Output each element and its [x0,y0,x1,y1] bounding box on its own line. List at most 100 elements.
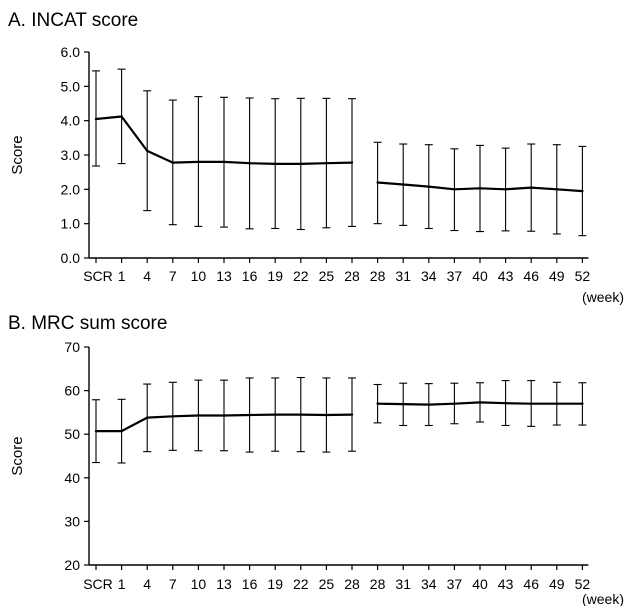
x-tick-label: 28 [344,268,360,284]
y-tick-label: 30 [64,513,80,529]
data-point [530,402,533,405]
x-tick-label: 4 [143,268,151,284]
x-tick-label: 46 [523,576,539,592]
data-point [453,402,456,405]
data-point [248,162,251,165]
data-point [222,160,226,164]
y-tick-label: 0.0 [61,250,81,266]
data-point [299,162,302,166]
data-point [376,402,379,405]
x-tick-label: 10 [191,268,207,284]
data-point [555,188,558,191]
x-unit-label: (week) [582,591,624,606]
data-point [350,413,354,416]
data-point [504,188,507,191]
data-point [171,415,174,418]
data-point [146,416,149,419]
x-tick-label: 52 [575,576,591,592]
y-tick-label: 50 [64,426,80,442]
x-tick-label: 7 [169,576,177,592]
x-tick-label: 37 [447,576,463,592]
series-0 [92,68,587,237]
data-point [299,413,302,416]
y-tick-label: 6.0 [61,44,81,60]
x-tick-label: 7 [169,268,177,284]
data-point [222,414,226,417]
x-tick-label: 28 [370,576,386,592]
x-tick-label: 1 [118,576,126,592]
x-tick-label: SCR [83,268,113,284]
x-tick-label: 25 [319,576,335,592]
y-axis-title: Score [9,135,26,174]
x-tick-label: 43 [498,268,514,284]
data-point [350,161,354,164]
series-0 [92,376,587,464]
data-point [402,402,405,406]
x-tick-label: 37 [447,268,463,284]
y-tick-label: 5.0 [61,78,81,94]
x-tick-label: 52 [575,268,591,284]
x-tick-label: 46 [523,268,539,284]
y-tick-label: 70 [64,339,80,355]
x-tick-label: SCR [83,576,113,592]
data-point [94,117,98,121]
data-point [325,162,328,165]
x-unit-label: (week) [582,289,624,305]
x-tick-label: 31 [395,268,411,284]
x-tick-label: 28 [370,268,386,284]
data-point [453,188,456,191]
x-tick-label: 34 [421,576,437,592]
data-point [504,402,507,405]
data-point [427,403,430,406]
data-point [325,413,328,417]
x-tick-label: 25 [319,268,335,284]
x-tick-label: 22 [293,576,309,592]
y-tick-label: 4.0 [61,113,81,129]
data-point [120,115,123,118]
x-tick-label: 1 [118,268,126,284]
x-tick-label: 16 [242,576,258,592]
data-point [248,413,251,417]
data-point [274,162,277,166]
data-point [94,429,98,433]
x-tick-label: 13 [216,576,232,592]
panel-title: A. INCAT score [8,10,138,31]
x-tick-label: 10 [191,576,207,592]
y-axis-title: Score [9,436,26,475]
data-point [478,187,482,190]
x-tick-label: 43 [498,576,514,592]
y-tick-label: 60 [64,383,80,399]
data-point [427,185,430,188]
x-tick-label: 40 [472,268,488,284]
y-tick-label: 1.0 [61,216,81,232]
y-tick-label: 2.0 [61,181,81,197]
x-tick-label: 16 [242,268,258,284]
data-point [120,429,123,433]
x-tick-label: 13 [216,268,232,284]
data-point [171,161,174,164]
x-tick-label: 28 [344,576,360,592]
x-tick-label: 31 [395,576,411,592]
x-tick-label: 19 [267,576,283,592]
data-point [197,160,200,164]
y-tick-label: 3.0 [61,147,81,163]
panel-title: B. MRC sum score [8,313,167,334]
data-point [581,402,584,405]
data-point [146,149,149,153]
y-tick-label: 40 [64,470,80,486]
data-point [197,414,200,417]
x-tick-label: 49 [549,576,565,592]
panel-a-incat: A. INCAT score 0.0 1.0 2.0 3.0 4.0 5.0 6.0 Score… [8,10,624,305]
data-point [402,183,405,186]
x-tick-label: 19 [267,268,283,284]
data-point [530,186,533,189]
x-tick-label: 34 [421,268,437,284]
data-point [478,401,482,404]
x-tick-label: 49 [549,268,565,284]
data-point [274,413,277,416]
x-tick-label: 4 [143,576,151,592]
data-point [376,181,379,184]
y-tick-label: 20 [64,557,80,573]
